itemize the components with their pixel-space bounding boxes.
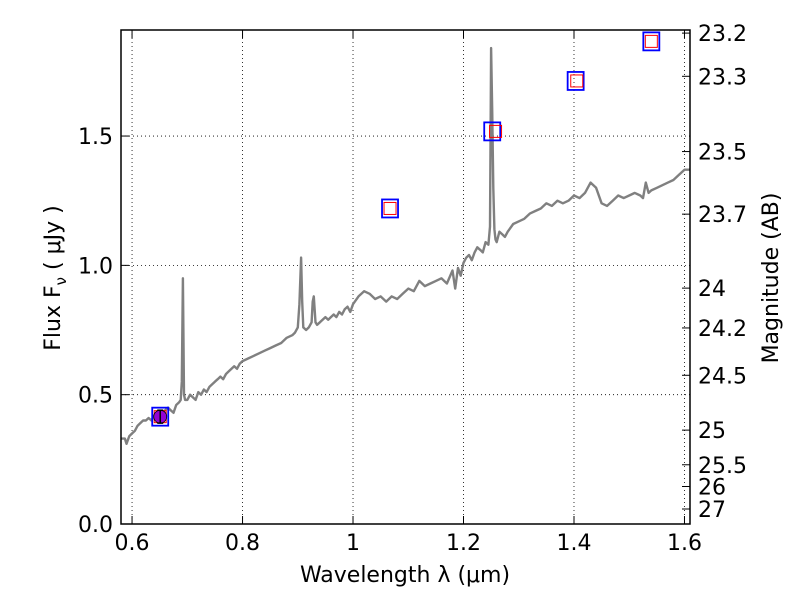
x-axis-label: Wavelength λ (μm) bbox=[300, 563, 510, 588]
y-tick-label: 0.0 bbox=[78, 513, 113, 538]
y-axis-label-unit: ( μJy ) bbox=[41, 205, 66, 277]
model-photometry-marker bbox=[383, 201, 397, 215]
y2-tick-label: 24.2 bbox=[698, 317, 747, 342]
model-photometry-marker bbox=[570, 74, 584, 88]
x-tick-label: 0.6 bbox=[115, 531, 150, 556]
y2-tick-label: 26 bbox=[698, 475, 726, 500]
x-tick-label: 0.8 bbox=[225, 531, 260, 556]
x-tick-label: 1 bbox=[346, 531, 360, 556]
model-photometry-marker bbox=[489, 124, 503, 138]
y2-tick-label: 24.5 bbox=[698, 364, 747, 389]
observed-photometry-marker bbox=[483, 121, 502, 142]
y-axis-label: Flux Fν ( μJy ) bbox=[41, 205, 70, 350]
y2-tick-label: 24 bbox=[698, 277, 726, 302]
y2-tick-label: 25.5 bbox=[698, 454, 747, 479]
observed-photometry-marker bbox=[566, 71, 585, 91]
spectrum-line bbox=[121, 46, 690, 445]
y-axis-label-subscript: ν bbox=[52, 277, 70, 285]
y2-tick-label: 27 bbox=[698, 498, 726, 523]
observed-photometry-marker bbox=[151, 406, 170, 427]
x-tick-label: 1.4 bbox=[556, 531, 591, 556]
y2-tick-label: 23.5 bbox=[698, 141, 747, 166]
x-axis-ticks: 0.6 0.8 1 1.2 1.4 1.6 bbox=[115, 30, 702, 556]
y-axis-ticks: 0.0 0.5 1.0 1.5 bbox=[78, 125, 129, 538]
y-tick-label: 1.5 bbox=[78, 125, 113, 150]
y2-tick-label: 23.3 bbox=[698, 65, 747, 90]
observed-photometry-marker bbox=[381, 198, 399, 219]
x-tick-label: 1.6 bbox=[667, 531, 702, 556]
y-axis-label-main: Flux F bbox=[41, 285, 66, 350]
model-photometry-marker bbox=[644, 34, 658, 48]
spectrum-series bbox=[121, 46, 690, 445]
y-tick-label: 1.0 bbox=[78, 254, 113, 279]
y2-tick-label: 25 bbox=[698, 419, 726, 444]
observed-photometry-marker bbox=[642, 31, 661, 52]
photometry-markers bbox=[151, 31, 661, 427]
plot-frame bbox=[120, 29, 691, 525]
grid-lines bbox=[121, 30, 690, 525]
x-tick-label: 1.2 bbox=[446, 531, 481, 556]
y2-axis-label: Magnitude (AB) bbox=[759, 193, 784, 364]
y-tick-label: 0.5 bbox=[78, 384, 113, 409]
y2-tick-label: 23.2 bbox=[698, 22, 747, 47]
y2-tick-label: 23.7 bbox=[698, 203, 747, 228]
